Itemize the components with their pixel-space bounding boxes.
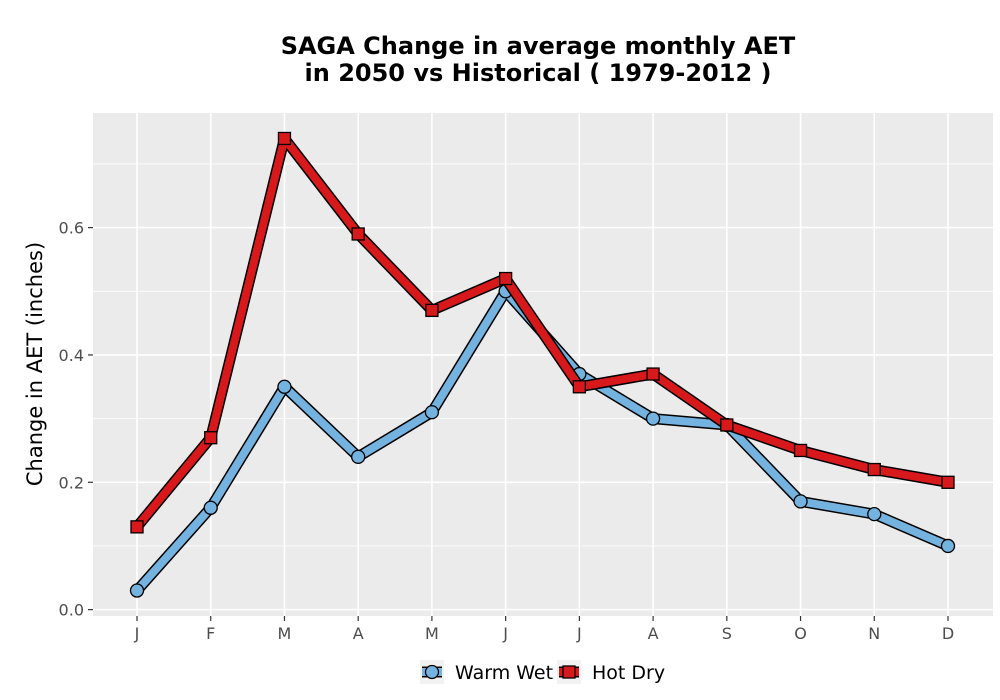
data-point-warm-wet: [351, 449, 366, 464]
series-line-hot-dry: [133, 134, 952, 531]
data-point-hot-dry: [646, 367, 660, 381]
data-point-warm-wet: [277, 379, 292, 394]
data-point-warm-wet: [129, 583, 145, 598]
legend-item-warm-wet: Warm Wet: [420, 660, 553, 684]
data-point-hot-dry: [941, 475, 955, 489]
series-layer: [129, 131, 956, 598]
x-tick-label: M: [278, 624, 292, 643]
y-axis-label: Change in AET (inches): [23, 242, 47, 486]
data-point-hot-dry: [793, 443, 808, 458]
x-tick-label: F: [206, 624, 215, 643]
x-tick-label: D: [942, 624, 954, 643]
x-tick-label: N: [868, 624, 880, 643]
legend-label-warm-wet: Warm Wet: [455, 662, 553, 684]
x-tick-label: J: [576, 624, 582, 643]
x-tick-label: A: [648, 624, 659, 643]
data-point-hot-dry: [130, 520, 144, 534]
data-point-hot-dry: [425, 303, 439, 318]
y-tick-label: 0.6: [59, 219, 84, 238]
x-tick-label: S: [722, 624, 732, 643]
x-tick-label: O: [794, 624, 807, 643]
data-point-hot-dry: [277, 131, 292, 146]
data-point-hot-dry: [867, 462, 881, 477]
major-gridlines: [93, 113, 993, 616]
legend-key-marker: [424, 664, 440, 680]
y-tick-label: 0.2: [59, 473, 84, 492]
data-point-warm-wet: [793, 494, 808, 509]
data-point-warm-wet: [645, 411, 661, 426]
legend-key-marker: [562, 665, 576, 679]
legend-label-hot-dry: Hot Dry: [592, 662, 665, 684]
data-point-warm-wet: [940, 538, 956, 554]
x-tick-label: J: [134, 624, 140, 643]
y-tick-label: 0.4: [59, 346, 84, 365]
legend: Warm Wet Hot Dry: [420, 660, 665, 684]
plot-panel: [93, 113, 993, 616]
data-point-hot-dry: [351, 227, 365, 241]
data-point-hot-dry: [572, 380, 587, 394]
series-hot-dry: [130, 131, 955, 534]
chart-title-line-1: SAGA Change in average monthly AET: [281, 32, 796, 60]
data-point-hot-dry: [720, 418, 734, 432]
x-tick-label: J: [502, 624, 508, 643]
y-tick-label: 0.0: [59, 601, 84, 620]
x-tick-label: M: [425, 624, 439, 643]
data-point-warm-wet: [867, 506, 882, 522]
data-point-hot-dry: [204, 431, 218, 445]
data-point-hot-dry: [498, 271, 513, 286]
x-tick-label: A: [353, 624, 364, 643]
y-axis: 0.0 0.2 0.4 0.6: [59, 219, 93, 620]
chart-title-line-2: in 2050 vs Historical ( 1979-2012 ): [305, 59, 772, 87]
data-point-warm-wet: [424, 405, 440, 420]
legend-item-hot-dry: Hot Dry: [557, 660, 665, 684]
data-point-warm-wet: [203, 500, 218, 515]
